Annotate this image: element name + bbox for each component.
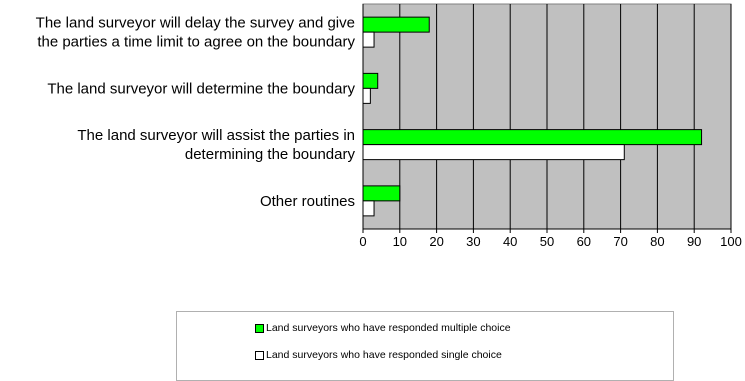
bar	[362, 144, 625, 161]
bars	[362, 16, 703, 217]
x-tick-label: 60	[577, 234, 591, 249]
category-label: the parties a time limit to agree on the…	[37, 34, 355, 51]
category-label: The land surveyor will determine the bou…	[47, 80, 355, 97]
bar	[362, 185, 401, 202]
x-tick-labels: 0 10 20 30 40 50 60 70 80 90 100	[359, 234, 741, 249]
bar	[362, 129, 703, 146]
bar	[362, 72, 379, 89]
x-tick-label: 0	[359, 234, 366, 249]
bar	[362, 16, 430, 33]
legend-label-single: Land surveyors who have responded single…	[266, 349, 502, 361]
legend: Land surveyors who have responded multip…	[176, 311, 674, 381]
legend-item-single: Land surveyors who have responded single…	[255, 349, 502, 361]
x-tick-label: 50	[540, 234, 554, 249]
bar-chart: 0 10 20 30 40 50 60 70 80 90 100 The land surveyor…	[36, 3, 742, 249]
x-tick-label: 20	[429, 234, 443, 249]
x-tick-label: 100	[720, 234, 742, 249]
category-labels: The land surveyor will delay the survey …	[36, 15, 356, 210]
legend-item-multiple: Land surveyors who have responded multip…	[255, 322, 511, 334]
x-tick-label: 40	[503, 234, 517, 249]
gridlines	[362, 4, 732, 233]
bar	[362, 200, 375, 217]
bar	[362, 87, 371, 104]
category-label: The land surveyor will assist the partie…	[77, 127, 355, 144]
category-label: Other routines	[260, 193, 355, 210]
legend-label-multiple: Land surveyors who have responded multip…	[266, 322, 511, 334]
x-tick-label: 90	[687, 234, 701, 249]
legend-swatch-single	[255, 350, 264, 360]
category-label: The land surveyor will delay the survey …	[36, 15, 355, 32]
x-tick-label: 80	[650, 234, 664, 249]
x-tick-label: 30	[466, 234, 480, 249]
x-tick-label: 10	[393, 234, 407, 249]
axes	[362, 4, 731, 230]
category-label: determining the boundary	[185, 146, 356, 163]
x-tick-label: 70	[613, 234, 627, 249]
legend-swatch-multiple	[255, 323, 264, 333]
bar	[362, 31, 375, 48]
